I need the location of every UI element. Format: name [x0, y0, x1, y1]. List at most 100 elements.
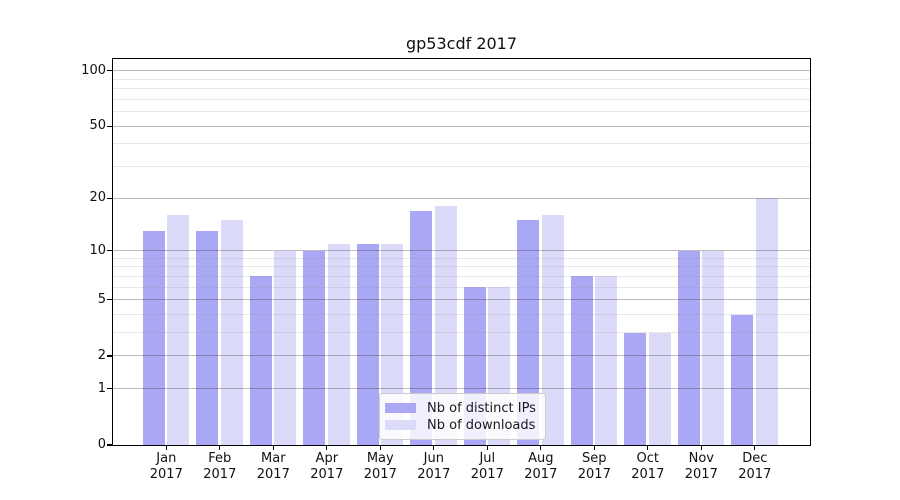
bar: [249, 276, 272, 445]
x-tick-mark: [754, 445, 756, 450]
x-tick-month: Nov: [688, 451, 714, 466]
y-tick-label: 100: [81, 62, 106, 78]
x-tick-year: 2017: [203, 467, 237, 482]
gridline-minor: [113, 78, 810, 80]
x-tick-mark: [272, 445, 274, 450]
bar: [434, 206, 457, 445]
bar: [356, 243, 379, 445]
legend-label-downloads: Nb of downloads: [427, 417, 536, 433]
x-tick-mark: [647, 445, 649, 450]
bar: [303, 250, 326, 445]
x-tick-label: Jun 2017: [402, 451, 466, 483]
x-tick-month: Jul: [479, 451, 496, 466]
x-tick-mark: [379, 445, 381, 450]
x-tick-month: Oct: [636, 451, 660, 466]
legend-item-distinct-ips: Nb of distinct IPs: [385, 400, 537, 416]
x-tick-year: 2017: [417, 467, 451, 482]
gridline-minor: [113, 166, 810, 168]
x-tick-mark: [433, 445, 435, 450]
bar: [327, 243, 350, 445]
plot-area: Nb of distinct IPs Nb of downloads: [112, 58, 811, 446]
gridline-minor: [113, 143, 810, 145]
legend: Nb of distinct IPs Nb of downloads: [379, 393, 546, 440]
gridline-minor: [113, 111, 810, 113]
x-tick-month: Sep: [582, 451, 607, 466]
x-tick-month: Dec: [742, 451, 768, 466]
x-tick-mark: [593, 445, 595, 450]
x-tick-year: 2017: [363, 467, 397, 482]
x-tick-label: Feb 2017: [188, 451, 252, 483]
x-tick-label: Dec 2017: [723, 451, 787, 483]
gridline-minor: [113, 332, 810, 334]
bar: [677, 250, 700, 445]
x-tick-year: 2017: [631, 467, 665, 482]
bar: [595, 276, 618, 445]
bar: [167, 215, 190, 445]
gridline-minor: [113, 314, 810, 315]
x-tick-label: Jul 2017: [455, 451, 519, 483]
bar: [541, 215, 564, 445]
gridline-minor: [113, 98, 810, 100]
y-tick-label: 5: [97, 291, 106, 307]
x-tick-year: 2017: [577, 467, 611, 482]
gridline-minor: [113, 88, 810, 90]
legend-label-distinct-ips: Nb of distinct IPs: [427, 400, 536, 416]
x-tick-year: 2017: [149, 467, 183, 482]
gridline-minor: [113, 286, 810, 288]
x-tick-year: 2017: [310, 467, 344, 482]
x-tick-label: Mar 2017: [241, 451, 305, 483]
legend-swatch-distinct-ips: [385, 403, 416, 413]
y-tick-label: 20: [89, 190, 106, 206]
bar: [517, 220, 540, 445]
x-tick-month: Apr: [315, 451, 339, 466]
bar: [624, 332, 647, 445]
x-tick-month: May: [366, 451, 394, 466]
x-tick-mark: [700, 445, 702, 450]
y-tick-label: 1: [97, 380, 106, 396]
gridline-minor: [113, 257, 810, 259]
x-tick-mark: [219, 445, 221, 450]
x-tick-year: 2017: [524, 467, 558, 482]
bar: [196, 231, 219, 445]
x-tick-year: 2017: [256, 467, 290, 482]
gridline-major: [113, 388, 810, 390]
x-tick-label: Jan 2017: [134, 451, 198, 483]
x-tick-year: 2017: [470, 467, 504, 482]
x-tick-label: Oct 2017: [616, 451, 680, 483]
x-tick-mark: [165, 445, 167, 450]
gridline-minor: [113, 275, 810, 277]
x-tick-month: Aug: [528, 451, 554, 466]
legend-swatch-downloads: [385, 420, 416, 430]
x-tick-year: 2017: [738, 467, 772, 482]
gridline-major: [113, 299, 810, 301]
x-tick-mark: [540, 445, 542, 450]
gridline-major: [113, 355, 810, 357]
x-tick-label: Nov 2017: [669, 451, 733, 483]
x-tick-month: Jun: [423, 451, 444, 466]
bar: [570, 276, 593, 445]
bar: [755, 198, 778, 445]
x-tick-year: 2017: [684, 467, 718, 482]
x-tick-label: Sep 2017: [562, 451, 626, 483]
x-tick-month: Mar: [261, 451, 286, 466]
bar: [142, 231, 165, 445]
bar: [648, 332, 671, 445]
gridline-major: [113, 70, 810, 72]
gridline-major: [113, 125, 810, 127]
x-tick-month: Jan: [156, 451, 177, 466]
bar: [731, 314, 754, 445]
y-tick-label: 2: [97, 347, 106, 363]
x-tick-label: Aug 2017: [509, 451, 573, 483]
grid-layer: [113, 59, 810, 445]
bar: [274, 250, 297, 445]
bar: [410, 210, 433, 445]
x-tick-label: Apr 2017: [295, 451, 359, 483]
legend-item-downloads: Nb of downloads: [385, 417, 537, 433]
bar: [702, 250, 725, 445]
gridline-major: [113, 250, 810, 252]
x-tick-month: Feb: [208, 451, 232, 466]
x-tick-mark: [326, 445, 328, 450]
bar: [220, 220, 243, 445]
gridline-major: [113, 197, 810, 199]
